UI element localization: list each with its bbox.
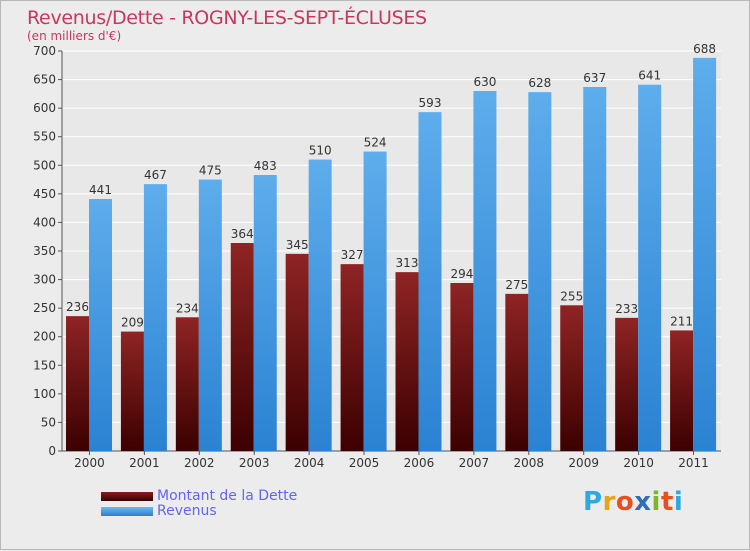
bar-debt [66,316,89,451]
bar-revenue-label: 688 [693,42,716,56]
y-tick-label: 200 [33,330,56,344]
bar-debt [120,331,144,451]
bar-revenue [363,151,387,452]
bar-debt-label: 327 [341,248,364,262]
bar-debt-label: 294 [450,267,473,281]
bar-debt-label: 211 [670,314,693,328]
proxiti-logo-letter: o [615,487,635,517]
y-tick-label: 450 [33,187,56,201]
proxiti-logo-letter: r [602,487,616,517]
x-tick-label: 2007 [459,456,490,470]
bar-debt [615,317,639,451]
bar-debt-label: 255 [560,289,583,303]
y-tick-label: 0 [48,444,56,458]
bar-revenue [418,112,442,452]
y-tick-label: 700 [33,44,56,58]
y-tick-label: 300 [33,273,56,287]
x-tick-label: 2011 [678,456,709,470]
x-tick-label: 2010 [623,456,654,470]
bar-debt-label: 345 [286,238,309,252]
y-tick-label: 550 [33,130,56,144]
proxiti-logo-letter: i [651,487,661,517]
bar-debt-label: 275 [505,278,528,292]
bar-revenue [638,84,662,451]
x-tick-label: 2004 [294,456,325,470]
bar-debt [505,293,529,451]
legend-item-debt: Montant de la Dette [101,488,297,504]
y-tick-label: 350 [33,244,56,258]
y-tick-label: 650 [33,73,56,87]
bar-debt [340,264,364,451]
x-tick-label: 2000 [74,456,105,470]
x-tick-label: 2001 [129,456,160,470]
bar-debt-label: 233 [615,302,638,316]
proxiti-logo: Proxiti [583,487,683,517]
bar-revenue [198,179,222,452]
bar-debt-label: 234 [176,301,199,315]
proxiti-logo-letter: P [583,487,603,517]
bar-debt [285,253,309,451]
bar-revenue [473,91,497,451]
y-tick-label: 500 [33,158,56,172]
bar-revenue-label: 483 [254,159,277,173]
bar-revenue-label: 475 [199,164,222,178]
x-tick-label: 2005 [349,456,380,470]
bar-revenue [528,92,552,452]
y-tick-label: 400 [33,215,56,229]
x-tick-label: 2008 [514,456,545,470]
proxiti-logo-letter: x [634,487,652,517]
bar-debt [450,283,474,451]
bar-revenue [693,57,717,451]
bar-revenue [143,184,167,451]
proxiti-logo-letter: i [673,487,684,517]
bar-revenue [583,87,607,451]
legend-item-revenue: Revenus [101,503,217,519]
bar-revenue-label: 630 [473,75,496,89]
bar-revenue-label: 628 [528,76,551,90]
bar-debt [175,317,199,451]
bar-debt [395,272,419,451]
legend-label-revenue: Revenus [157,503,217,519]
bar-revenue-label: 510 [309,144,332,158]
legend-swatch-debt [101,491,153,501]
y-tick-label: 50 [41,415,56,429]
bar-debt-label: 236 [66,300,89,314]
proxiti-logo-letter: t [660,487,674,517]
bar-revenue [89,199,112,451]
bar-revenue-label: 441 [89,183,112,197]
bar-revenue-label: 641 [638,69,661,83]
bar-revenue-label: 637 [583,71,606,85]
bar-debt [230,243,254,451]
bar-revenue-label: 467 [144,168,167,182]
bar-revenue [253,175,277,451]
legend-swatch-revenue [101,506,153,516]
x-tick-label: 2006 [404,456,435,470]
y-tick-label: 250 [33,301,56,315]
x-tick-label: 2009 [568,456,599,470]
y-tick-label: 150 [33,358,56,372]
x-tick-label: 2002 [184,456,215,470]
bar-debt-label: 364 [231,227,254,241]
bar-debt-label: 209 [121,316,144,330]
bar-debt [670,330,694,451]
chart-subtitle: (en milliers d'€) [27,29,122,43]
bar-revenue [308,159,332,452]
bar-revenue-label: 593 [419,96,442,110]
legend-label-debt: Montant de la Dette [157,488,298,504]
x-tick-label: 2003 [239,456,270,470]
y-tick-label: 600 [33,101,56,115]
y-tick-label: 100 [33,387,56,401]
bar-revenue-label: 524 [364,136,387,150]
bar-debt [560,305,584,451]
bar-debt-label: 313 [396,256,419,270]
chart-title: Revenus/Dette - ROGNY-LES-SEPT-ÉCLUSES [27,7,427,29]
